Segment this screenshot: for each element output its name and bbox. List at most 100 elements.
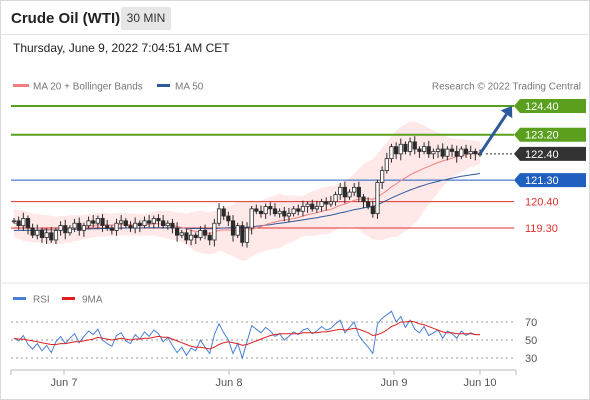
candle-body [49, 232, 54, 241]
candle [296, 204, 301, 216]
rsi-panel: 70 50 30 [11, 310, 537, 365]
candle-body [254, 208, 259, 212]
rsi-legend-swatch [13, 297, 26, 300]
x-tick-label: Jun 9 [381, 377, 408, 389]
candle [249, 205, 254, 235]
candle-body [151, 218, 156, 224]
candle-body [347, 191, 352, 198]
candle-body [249, 208, 254, 229]
x-axis-ticks: Jun 7 Jun 8 Jun 9 Jun 10 [10, 370, 517, 389]
level-label-box [514, 173, 586, 188]
candle-body [170, 222, 175, 229]
candle [212, 218, 217, 247]
candle-body [435, 148, 441, 152]
candle [403, 141, 408, 155]
candle-body [463, 148, 469, 155]
x-tick-label: Jun 10 [463, 377, 496, 389]
candle [109, 225, 114, 235]
candle-body [305, 203, 310, 207]
candle-body [35, 229, 40, 236]
candle [11, 217, 17, 224]
level-label: 119.30 [525, 223, 558, 235]
candle-body [142, 220, 147, 227]
candle-body [230, 220, 236, 236]
candle [338, 183, 343, 200]
candle [277, 208, 282, 218]
candle [449, 144, 455, 157]
candle [328, 195, 333, 207]
candle-body [333, 194, 338, 203]
candle-body [198, 229, 203, 238]
candle-body [11, 220, 17, 223]
candle-body [216, 208, 222, 224]
candle [44, 228, 49, 245]
candle [16, 216, 21, 230]
candle-body [72, 222, 77, 229]
candle-body [105, 225, 110, 229]
candle [333, 191, 338, 206]
candle-body [91, 220, 96, 224]
candle [435, 144, 441, 158]
candle-body [328, 201, 333, 205]
candle [207, 232, 212, 246]
candle [188, 229, 194, 246]
x-tick-label: Jun 7 [51, 377, 78, 389]
rsi-tick-label: 70 [525, 317, 537, 329]
candle-body [21, 218, 26, 227]
candle-body [39, 229, 45, 238]
candle-body [384, 158, 389, 171]
candle-body [58, 225, 63, 231]
candle-body [53, 229, 59, 241]
candle [366, 197, 371, 210]
ma50-legend-label: MA 50 [175, 82, 204, 93]
candle-body [324, 201, 329, 205]
level-lines [11, 105, 514, 229]
candle [35, 224, 40, 240]
candle-body [114, 222, 119, 231]
level-label-text: 122.40 [525, 149, 559, 161]
candle-body [119, 220, 124, 224]
candle [39, 227, 45, 243]
level-label-text: 119.30 [525, 223, 558, 235]
candle-body [179, 232, 184, 236]
candle-body [440, 148, 445, 157]
candle-body [380, 170, 385, 183]
candle-body [272, 208, 278, 215]
candle [184, 228, 189, 245]
level-label-box [514, 99, 586, 113]
candle-body [147, 220, 152, 224]
level-label: 120.40 [525, 197, 559, 209]
candle-body [202, 229, 208, 236]
candle [268, 202, 273, 216]
candle [170, 218, 175, 234]
candle-body [468, 151, 473, 155]
candle-body [109, 227, 114, 231]
rsi-tick-label: 30 [525, 353, 537, 365]
candle [156, 214, 161, 228]
candle [300, 200, 306, 217]
candle-body [188, 234, 194, 241]
candle-body [449, 148, 455, 152]
instrument-title: Crude Oil (WTI) [11, 10, 121, 27]
candle [86, 216, 91, 229]
ma20-legend-label: MA 20 + Bollinger Bands [33, 82, 143, 93]
candle [30, 223, 35, 239]
candle [254, 204, 259, 215]
candle-body [314, 206, 320, 210]
candle-body [407, 141, 413, 152]
candle [161, 215, 166, 229]
timeframe-button[interactable]: 30 MIN [121, 7, 171, 30]
candle [128, 221, 133, 233]
candle-body [366, 201, 371, 207]
candle [77, 217, 82, 236]
candle-body [394, 146, 399, 155]
candle-body [426, 146, 431, 155]
candle-body [412, 141, 417, 150]
candle-body [282, 210, 287, 217]
rsi-line [13, 310, 480, 360]
candle [123, 217, 128, 229]
candle [407, 137, 413, 156]
price-legend: MA 20 + Bollinger Bands MA 50 Research ©… [13, 82, 581, 93]
x-tick-label: Jun 8 [216, 377, 243, 389]
candle-body [86, 220, 91, 227]
